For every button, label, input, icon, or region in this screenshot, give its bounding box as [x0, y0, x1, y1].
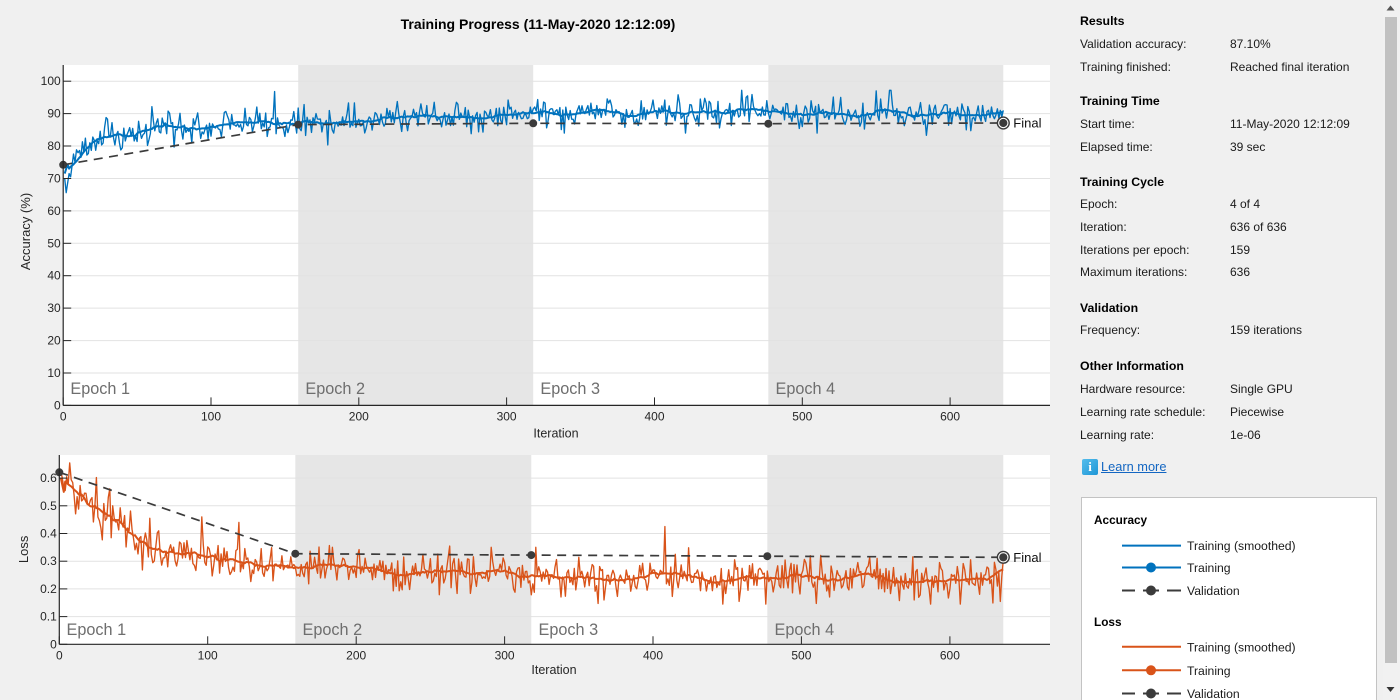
svg-text:0: 0 — [60, 410, 67, 424]
svg-text:400: 400 — [644, 410, 664, 424]
svg-text:Epoch 1: Epoch 1 — [67, 621, 127, 639]
svg-text:Accuracy (%): Accuracy (%) — [18, 193, 33, 270]
svg-text:300: 300 — [495, 649, 515, 663]
svg-text:Epoch 3: Epoch 3 — [540, 380, 600, 398]
svg-text:Loss: Loss — [16, 535, 31, 563]
svg-text:80: 80 — [47, 139, 61, 153]
svg-text:200: 200 — [346, 649, 366, 663]
svg-text:Epoch 2: Epoch 2 — [303, 621, 363, 639]
svg-text:Validation: Validation — [1187, 687, 1240, 700]
svg-text:Epoch 1: Epoch 1 — [70, 380, 130, 398]
svg-text:0.1: 0.1 — [40, 610, 57, 624]
svg-text:300: 300 — [497, 410, 517, 424]
svg-text:0.6: 0.6 — [40, 471, 57, 485]
svg-text:Epoch 4: Epoch 4 — [775, 621, 835, 639]
svg-text:Validation: Validation — [1187, 584, 1240, 598]
svg-text:20: 20 — [47, 334, 61, 348]
svg-text:Final: Final — [1013, 550, 1041, 565]
svg-text:70: 70 — [47, 172, 61, 186]
svg-text:600: 600 — [940, 410, 960, 424]
svg-text:0.4: 0.4 — [40, 527, 57, 541]
svg-text:Epoch 2: Epoch 2 — [305, 380, 365, 398]
svg-text:Epoch 3: Epoch 3 — [539, 621, 599, 639]
svg-text:0.5: 0.5 — [40, 499, 57, 513]
svg-text:0: 0 — [50, 637, 57, 651]
svg-text:100: 100 — [201, 410, 221, 424]
svg-text:40: 40 — [47, 269, 61, 283]
svg-text:0.2: 0.2 — [40, 582, 57, 596]
svg-text:Training Progress (11-May-2020: Training Progress (11-May-2020 12:12:09) — [401, 16, 676, 32]
svg-text:100: 100 — [41, 74, 61, 88]
svg-text:Iteration: Iteration — [533, 427, 578, 441]
svg-text:Training: Training — [1187, 664, 1231, 678]
svg-text:10: 10 — [47, 366, 61, 380]
svg-text:0.3: 0.3 — [40, 554, 57, 568]
svg-text:60: 60 — [47, 204, 61, 218]
svg-text:Training: Training — [1187, 561, 1231, 575]
svg-text:0: 0 — [54, 398, 61, 412]
svg-text:Training (smoothed): Training (smoothed) — [1187, 539, 1296, 553]
svg-text:400: 400 — [643, 649, 663, 663]
svg-text:Final: Final — [1013, 116, 1041, 131]
svg-text:Iteration: Iteration — [531, 663, 576, 677]
svg-text:50: 50 — [47, 236, 61, 250]
svg-text:600: 600 — [940, 649, 960, 663]
svg-text:500: 500 — [792, 410, 812, 424]
svg-text:Training (smoothed): Training (smoothed) — [1187, 640, 1296, 654]
svg-text:100: 100 — [198, 649, 218, 663]
svg-text:90: 90 — [47, 107, 61, 121]
svg-text:500: 500 — [791, 649, 811, 663]
svg-text:200: 200 — [349, 410, 369, 424]
svg-text:Epoch 4: Epoch 4 — [776, 380, 836, 398]
svg-text:0: 0 — [56, 649, 63, 663]
svg-text:30: 30 — [47, 301, 61, 315]
